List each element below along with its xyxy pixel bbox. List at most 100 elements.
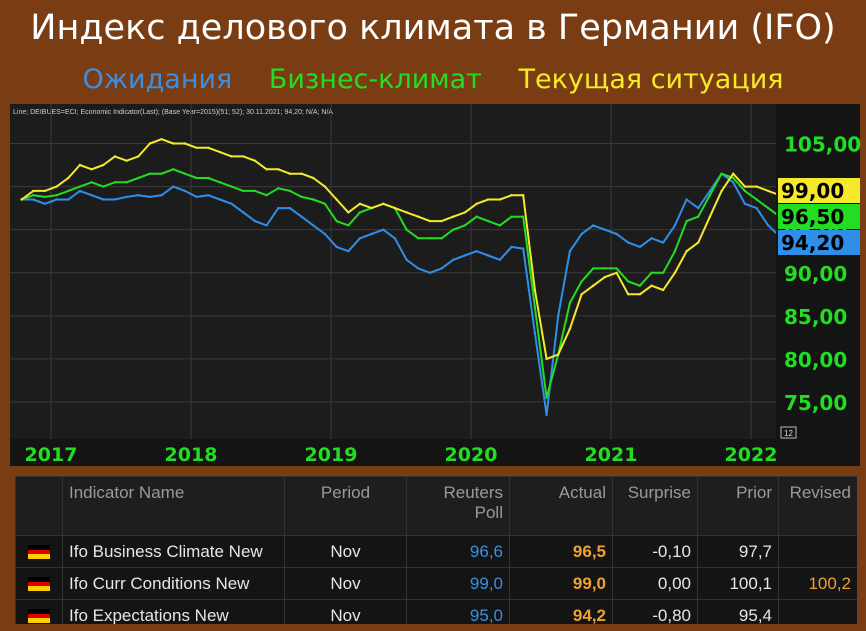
data-point — [673, 271, 677, 274]
data-point — [242, 189, 245, 193]
data-point — [148, 142, 152, 145]
data-point — [603, 275, 607, 279]
data-point — [510, 194, 513, 197]
data-point — [697, 215, 700, 218]
data-point — [288, 189, 292, 193]
header-revised[interactable]: Revised — [778, 476, 857, 536]
data-point — [347, 250, 350, 253]
data-point — [592, 267, 595, 270]
page-count-label: 12 — [784, 429, 793, 438]
data-point — [732, 181, 735, 184]
data-point — [102, 198, 105, 201]
data-point — [78, 185, 82, 188]
cell-actual: 94,2 — [509, 599, 613, 624]
data-point — [417, 215, 420, 218]
data-point — [242, 155, 245, 158]
data-point — [90, 168, 93, 171]
cell-name: Ifo Expectations New — [62, 599, 285, 624]
table-row[interactable]: Ifo Business Climate New Nov 96,6 96,5 -… — [15, 535, 857, 568]
data-point — [172, 168, 175, 171]
data-point — [55, 198, 58, 201]
cell-surprise: -0,10 — [612, 535, 698, 568]
x-tick-label: 2019 — [305, 444, 358, 466]
data-point — [475, 215, 478, 218]
chart: Line; DEIBUES=ECI; Economic Indicator(La… — [10, 104, 861, 466]
data-point — [277, 206, 280, 210]
data-point — [638, 245, 642, 249]
table-row[interactable]: Ifo Curr Conditions New Nov 99,0 99,0 0,… — [15, 567, 857, 600]
data-point — [335, 198, 338, 201]
cell-prior: 95,4 — [697, 599, 779, 624]
data-point — [767, 206, 770, 210]
data-point — [522, 215, 525, 218]
data-point — [265, 168, 268, 171]
data-point — [510, 245, 513, 249]
cell-revised — [778, 535, 857, 568]
data-point — [428, 237, 432, 240]
data-point — [452, 228, 455, 231]
data-point — [580, 280, 583, 283]
data-point — [428, 219, 432, 223]
data-point — [568, 327, 572, 330]
series-line-business-climate — [21, 168, 776, 399]
cell-name: Ifo Business Climate New — [62, 535, 285, 568]
data-point — [603, 267, 607, 270]
cell-name: Ifo Curr Conditions New — [62, 567, 285, 600]
data-point — [55, 185, 58, 188]
data-point — [452, 215, 455, 218]
x-tick-label: 2018 — [165, 444, 218, 466]
data-point — [545, 357, 548, 361]
data-point — [125, 195, 128, 199]
page-count-box — [780, 426, 797, 439]
x-tick-label: 2022 — [725, 444, 778, 466]
data-point — [440, 267, 443, 270]
cell-period: Nov — [284, 599, 407, 624]
data-point — [265, 224, 268, 227]
header-period[interactable]: Period — [284, 476, 407, 536]
data-point — [207, 194, 210, 197]
data-point — [160, 194, 163, 197]
data-point — [708, 194, 712, 197]
header-surprise[interactable]: Surprise — [612, 476, 698, 536]
data-point — [452, 258, 455, 261]
data-point — [277, 168, 280, 171]
data-point — [568, 301, 572, 305]
data-point — [253, 159, 257, 162]
data-point — [662, 271, 665, 274]
x-axis-background — [10, 439, 860, 466]
data-point — [615, 271, 618, 274]
data-point — [545, 413, 548, 417]
x-tick-label: 2017 — [25, 444, 78, 466]
y-tick-label: 85,00 — [784, 305, 847, 329]
series-line-expectations — [21, 172, 776, 416]
data-point — [405, 228, 408, 231]
data-point — [312, 224, 315, 227]
data-point — [20, 198, 23, 201]
germany-flag-icon — [15, 567, 63, 600]
data-point — [125, 159, 128, 162]
data-point — [137, 155, 140, 158]
data-point — [685, 219, 688, 223]
header-actual[interactable]: Actual — [509, 476, 613, 536]
data-point — [218, 198, 222, 201]
data-point — [755, 198, 758, 201]
header-prior[interactable]: Prior — [697, 476, 779, 536]
data-point — [183, 142, 187, 145]
data-point — [323, 232, 327, 236]
data-point — [265, 194, 268, 197]
data-point — [440, 237, 443, 240]
data-point — [650, 271, 653, 274]
legend-business-climate: Бизнес-климат — [268, 64, 482, 95]
data-point — [673, 250, 677, 253]
table-row[interactable]: Ifo Expectations New Nov 95,0 94,2 -0,80… — [15, 599, 857, 624]
legend-current-situation: Текущая ситуация — [518, 64, 784, 95]
germany-flag-icon — [15, 535, 63, 568]
header-indicator-name[interactable]: Indicator Name — [62, 476, 285, 536]
header-reuters-poll[interactable]: Reuters Poll — [406, 476, 510, 536]
grid — [10, 104, 776, 439]
data-point — [358, 237, 362, 240]
data-point — [347, 224, 350, 227]
data-point — [755, 185, 758, 188]
data-point — [743, 202, 747, 205]
data-point — [382, 228, 385, 231]
